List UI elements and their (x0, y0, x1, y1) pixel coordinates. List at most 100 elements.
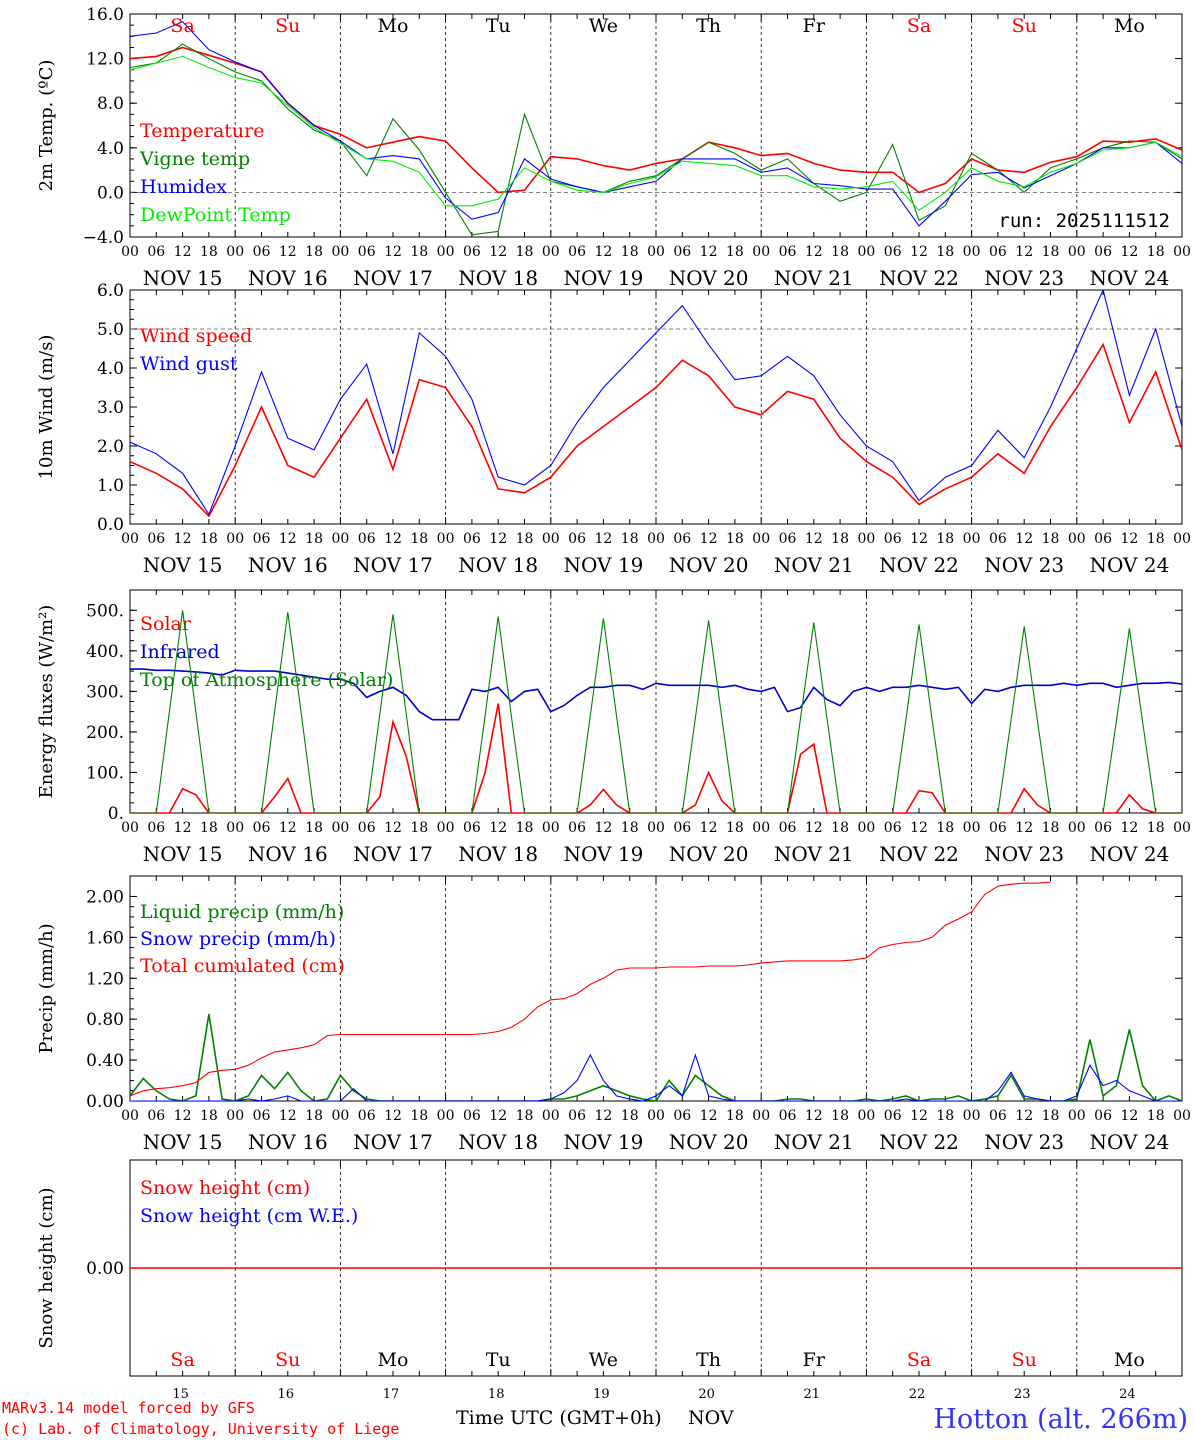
hour-tick-label: 00 (963, 531, 981, 547)
hour-tick-label: 18 (516, 531, 534, 547)
hour-tick-label: 12 (1015, 531, 1033, 547)
hour-tick-label: 06 (989, 820, 1007, 836)
y-axis-label: Precip (mm/h) (36, 923, 57, 1053)
date-label: NOV 17 (353, 553, 433, 577)
hour-tick-label: 18 (726, 820, 744, 836)
day-number-label: 18 (488, 1387, 505, 1402)
date-label: NOV 24 (1090, 842, 1170, 866)
date-label: NOV 17 (353, 266, 433, 290)
hour-tick-label: 06 (358, 820, 376, 836)
y-tick-label: 500. (86, 601, 124, 621)
day-name-label: Mo (1114, 15, 1145, 37)
day-name-label: Tu (486, 1349, 511, 1371)
hour-tick-label: 00 (226, 820, 244, 836)
day-number-label: 15 (172, 1387, 189, 1402)
hour-tick-label: 18 (831, 1108, 849, 1124)
day-name-label: Mo (378, 15, 409, 37)
hour-tick-label: 12 (1015, 1108, 1033, 1124)
hour-tick-label: 00 (542, 244, 560, 260)
day-name-label: Mo (1114, 1349, 1145, 1371)
date-label: NOV 19 (564, 553, 644, 577)
day-number-label: 20 (698, 1387, 715, 1402)
legend-entry: Infrared (140, 641, 220, 663)
hour-tick-label: 12 (384, 244, 402, 260)
hour-tick-label: 18 (1042, 244, 1060, 260)
hour-tick-label: 00 (963, 820, 981, 836)
hour-tick-label: 12 (910, 820, 928, 836)
hour-tick-label: 18 (410, 531, 428, 547)
hour-tick-label: 12 (805, 531, 823, 547)
y-tick-label: −4.0 (83, 228, 124, 248)
day-name-label: Su (275, 1349, 300, 1371)
station-label: Hotton (alt. 266m) (933, 1404, 1188, 1435)
hour-tick-label: 12 (805, 244, 823, 260)
day-name-label: Su (1012, 1349, 1037, 1371)
day-number-label: 24 (1119, 1387, 1136, 1402)
day-name-label: Fr (803, 1349, 826, 1371)
hour-tick-label: 06 (989, 531, 1007, 547)
hour-tick-label: 18 (621, 244, 639, 260)
hour-tick-label: 12 (279, 531, 297, 547)
hour-tick-label: 18 (621, 1108, 639, 1124)
date-label: NOV 21 (774, 1130, 854, 1154)
hour-tick-label: 00 (1068, 820, 1086, 836)
hour-tick-label: 00 (331, 820, 349, 836)
hour-tick-label: 18 (200, 1108, 218, 1124)
hour-tick-label: 06 (989, 244, 1007, 260)
y-tick-label: 400. (86, 642, 124, 662)
hour-tick-label: 12 (1015, 244, 1033, 260)
hour-tick-label: 06 (253, 820, 271, 836)
date-label: NOV 20 (669, 1130, 749, 1154)
run-label: run: 2025111512 (998, 210, 1170, 232)
hour-tick-label: 12 (489, 531, 507, 547)
legend-entry: Snow height (cm W.E.) (140, 1205, 358, 1227)
panel-3: 0. 100. 200. 300. 400. 500. Energy fluxes (W/m… (36, 589, 1191, 866)
hour-tick-label: 06 (673, 531, 691, 547)
date-label: NOV 18 (458, 266, 538, 290)
hour-tick-label: 00 (542, 820, 560, 836)
hour-tick-label: 18 (305, 531, 323, 547)
date-label: NOV 21 (774, 553, 854, 577)
hour-tick-label: 00 (331, 531, 349, 547)
hour-tick-label: 00 (437, 820, 455, 836)
hour-tick-label: 06 (147, 531, 165, 547)
date-label: NOV 20 (669, 266, 749, 290)
hour-tick-label: 06 (358, 531, 376, 547)
day-name-label: We (589, 15, 618, 37)
hour-tick-label: 18 (831, 820, 849, 836)
panel-2: 0.0 1.0 2.0 3.0 4.0 5.0 6.0 10m Wind (m/s) Wind … (36, 281, 1191, 577)
hour-tick-label: 12 (700, 531, 718, 547)
hour-tick-label: 00 (1068, 531, 1086, 547)
hour-tick-label: 06 (253, 1108, 271, 1124)
hour-tick-label: 00 (647, 244, 665, 260)
hour-tick-label: 00 (752, 531, 770, 547)
hour-tick-label: 00 (542, 1108, 560, 1124)
hour-tick-label: 06 (989, 1108, 1007, 1124)
hour-tick-label: 00 (121, 244, 139, 260)
y-tick-label: 0.80 (86, 1010, 124, 1030)
y-tick-label: 0.0 (97, 183, 124, 203)
y-tick-label: 3.0 (97, 398, 124, 418)
hour-tick-label: 12 (594, 1108, 612, 1124)
hour-tick-label: 18 (726, 244, 744, 260)
hour-tick-label: 12 (1120, 1108, 1138, 1124)
day-name-label: Fr (803, 15, 826, 37)
hour-tick-label: 06 (253, 244, 271, 260)
hour-tick-label: 12 (910, 531, 928, 547)
y-tick-label: 0.00 (86, 1259, 124, 1279)
hour-tick-label: 18 (1147, 1108, 1165, 1124)
legend-entry: Liquid precip (mm/h) (140, 901, 344, 923)
hour-tick-label: 12 (1120, 531, 1138, 547)
hour-tick-label: 06 (1094, 1108, 1112, 1124)
day-name-label: Sa (907, 15, 931, 37)
day-number-label: 19 (593, 1387, 610, 1402)
hour-tick-label: 12 (910, 244, 928, 260)
credit-line-1: MARv3.14 model forced by GFS (2, 1399, 255, 1417)
hour-tick-label: 00 (752, 1108, 770, 1124)
date-label: NOV 22 (879, 553, 959, 577)
hour-tick-label: 18 (410, 244, 428, 260)
hour-tick-label: 06 (463, 244, 481, 260)
y-tick-label: 4.0 (97, 139, 124, 159)
date-label: NOV 23 (984, 842, 1064, 866)
hour-tick-label: 06 (779, 1108, 797, 1124)
